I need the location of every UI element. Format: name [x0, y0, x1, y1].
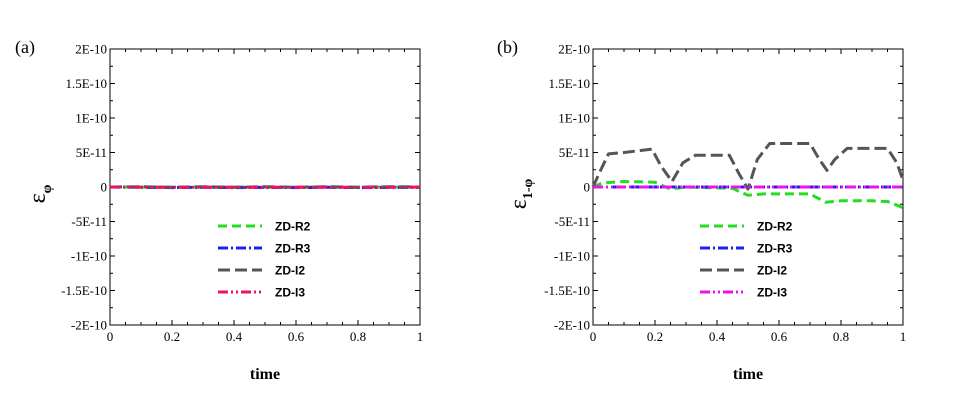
x-tick-label: 0.6	[771, 329, 788, 344]
x-axis-label: time	[250, 366, 280, 383]
x-tick-label: 0.2	[164, 329, 180, 344]
legend-label: ZD-I3	[757, 286, 787, 300]
legend-label: ZD-R2	[275, 220, 311, 234]
series-line-zd-r2	[592, 180, 904, 210]
legend-label: ZD-I2	[757, 264, 787, 278]
y-tick-label: 1E-10	[558, 111, 590, 126]
x-axis-label: time	[733, 366, 763, 383]
x-tick-label: 0.8	[833, 329, 849, 344]
y-tick-label: -5E-11	[71, 214, 107, 229]
y-tick-label: -5E-11	[554, 214, 590, 229]
y-tick-label: -2E-10	[554, 318, 590, 333]
legend-label: ZD-I3	[275, 286, 305, 300]
x-tick-label: 0	[590, 329, 597, 344]
y-tick-label: 2E-10	[558, 42, 590, 57]
x-tick-label: 0.6	[288, 329, 305, 344]
y-tick-label: 1.5E-10	[65, 76, 107, 91]
y-tick-label: 5E-11	[559, 145, 590, 160]
y-axis-label: εφ	[25, 184, 55, 203]
y-tick-label: 1E-10	[75, 111, 107, 126]
y-tick-label: 0	[101, 180, 108, 195]
x-tick-label: 0.4	[226, 329, 243, 344]
panel-label: (a)	[15, 37, 35, 58]
y-axis-label-symbol: ε	[25, 193, 51, 203]
x-tick-label: 1	[417, 329, 424, 344]
legend-label: ZD-R3	[275, 242, 311, 256]
y-axis-label: ε1-φ	[506, 179, 536, 210]
x-tick-label: 0	[107, 329, 114, 344]
y-axis-label-subscript: 1-φ	[521, 179, 536, 200]
legend-label: ZD-R3	[757, 242, 793, 256]
y-tick-label: -1.5E-10	[544, 283, 590, 298]
y-tick-label: -1E-10	[554, 249, 590, 264]
y-axis-label-subscript: φ	[40, 184, 55, 193]
x-tick-label: 1	[900, 329, 907, 344]
y-axis-label-symbol: ε	[506, 199, 532, 209]
x-tick-label: 0.8	[350, 329, 366, 344]
chart-panel-2: (b) 2E-10 1.5E-10 1E-10 5E-11 0 -5E-11 -1E-10 -1…	[497, 37, 906, 383]
y-tick-label: 0	[584, 180, 591, 195]
panel-label: (b)	[497, 37, 518, 58]
y-tick-label: 2E-10	[75, 42, 107, 57]
x-tick-label: 0.4	[709, 329, 726, 344]
y-tick-label: -2E-10	[71, 318, 107, 333]
legend-label: ZD-I2	[275, 264, 305, 278]
legend-label: ZD-R2	[757, 220, 793, 234]
y-tick-label: 5E-11	[76, 145, 107, 160]
y-tick-label: 1.5E-10	[548, 76, 590, 91]
chart-panel-1: (a) 2E-10 1.5E-10 1E-10 5E-11 0 -5E-11 -1E-10 -1…	[15, 37, 423, 383]
x-tick-label: 0.2	[647, 329, 663, 344]
y-tick-label: -1.5E-10	[61, 283, 107, 298]
y-tick-label: -1E-10	[71, 249, 107, 264]
